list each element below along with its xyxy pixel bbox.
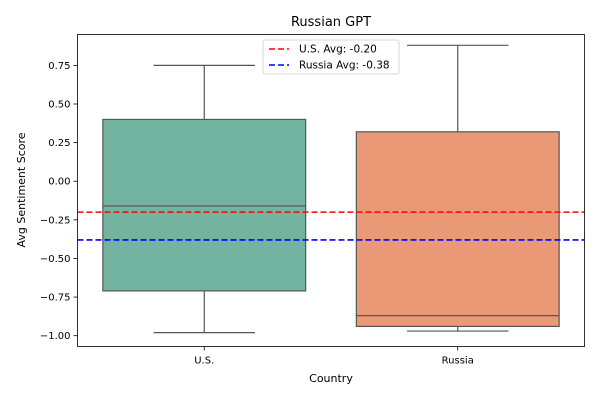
x-axis-label: Country xyxy=(309,372,353,385)
x-tick-label: Russia xyxy=(442,356,474,367)
chart-title: Russian GPT xyxy=(291,15,371,30)
box-u-s xyxy=(102,64,307,334)
x-axis: U.S. Russia xyxy=(194,346,474,367)
box-iqr xyxy=(102,118,307,292)
y-tick-label: −0.25 xyxy=(40,215,71,226)
y-axis-label: Avg Sentiment Score xyxy=(15,132,28,247)
x-tick-label: U.S. xyxy=(194,356,214,367)
legend-entry: Russia Avg: -0.38 xyxy=(299,60,390,72)
y-tick-label: 0.00 xyxy=(48,177,70,188)
plot-frame xyxy=(77,34,585,347)
box-iqr xyxy=(355,131,560,328)
legend: U.S. Avg: -0.20 Russia Avg: -0.38 xyxy=(262,39,400,75)
plot-area xyxy=(77,44,585,334)
y-axis: −1.00 −0.75 −0.50 −0.25 0.00 0.25 0.50 0.75 xyxy=(40,61,78,342)
legend-frame xyxy=(262,39,400,75)
y-tick-label: 0.75 xyxy=(48,61,70,72)
legend-entry: U.S. Avg: -0.20 xyxy=(299,44,377,56)
y-tick-label: −0.50 xyxy=(40,254,71,265)
y-tick-label: 0.50 xyxy=(48,100,70,111)
box-russia xyxy=(355,44,560,332)
y-tick-label: 0.25 xyxy=(48,138,70,149)
y-tick-label: −1.00 xyxy=(40,331,71,342)
y-tick-label: −0.75 xyxy=(40,293,71,304)
